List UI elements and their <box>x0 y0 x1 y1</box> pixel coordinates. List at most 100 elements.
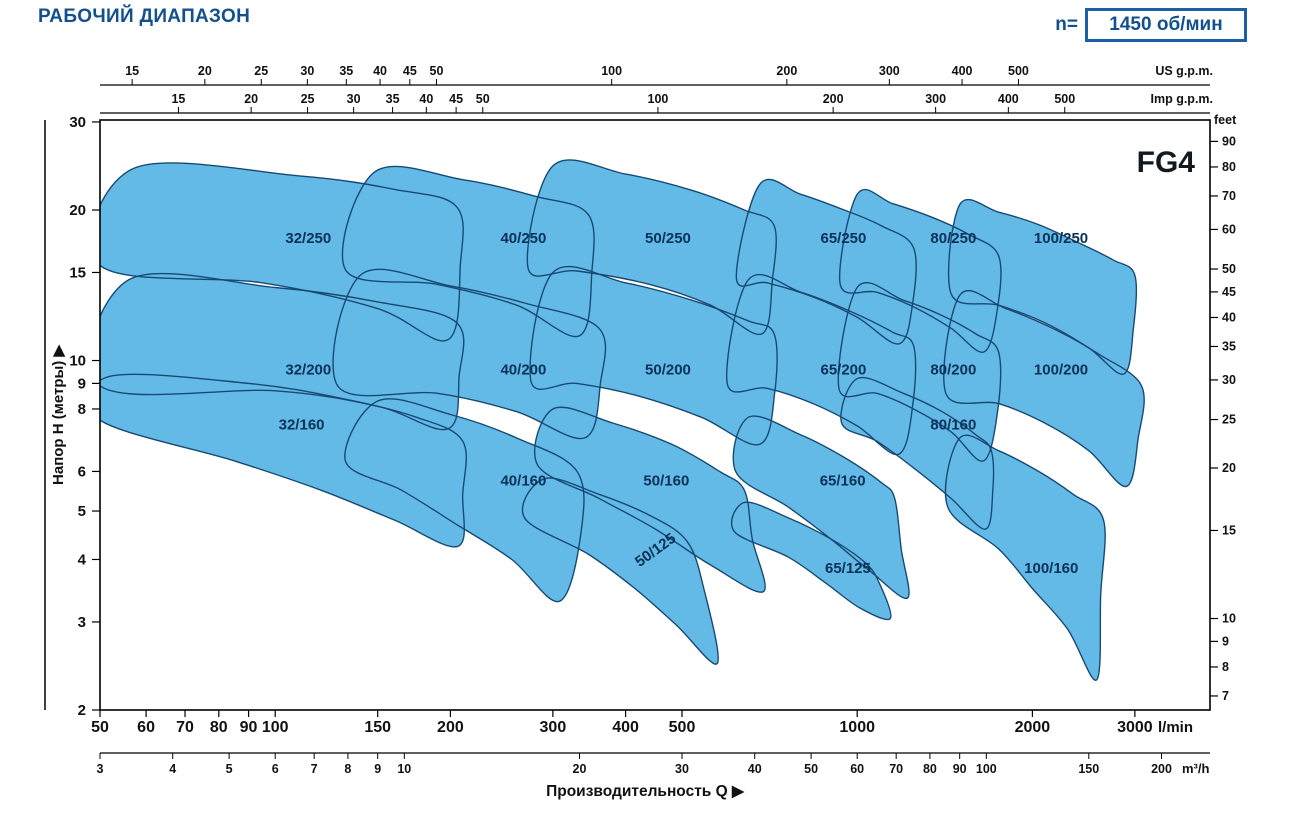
region-label: 32/250 <box>285 230 331 247</box>
region-label: 40/250 <box>500 230 546 247</box>
region-label: 65/200 <box>820 361 866 378</box>
feet-tick-label: 30 <box>1222 373 1236 387</box>
region-label: 32/160 <box>279 416 325 433</box>
region-label: 100/250 <box>1034 230 1088 247</box>
feet-tick-label: 25 <box>1222 413 1236 427</box>
us-gpm-tick-label: 500 <box>1008 64 1029 78</box>
region-50-160 <box>534 407 766 593</box>
m3h-axis-label: m³/h <box>1182 761 1210 776</box>
m3h-tick-label: 80 <box>923 762 937 776</box>
meters-tick-label: 4 <box>78 551 87 568</box>
region-65-200-outline <box>726 273 917 456</box>
lmin-tick-label: 150 <box>364 719 391 736</box>
m3h-tick-label: 50 <box>804 762 818 776</box>
m3h-tick-label: 60 <box>850 762 864 776</box>
meters-tick-label: 8 <box>78 401 86 418</box>
region-label: 50/250 <box>645 230 691 247</box>
region-40-160-outline <box>344 398 585 603</box>
m3h-tick-label: 100 <box>976 762 997 776</box>
region-label: 80/200 <box>930 361 976 378</box>
m3h-tick-label: 90 <box>953 762 967 776</box>
imp-gpm-tick-label: 25 <box>301 92 315 106</box>
region-50-125-outline <box>521 477 719 665</box>
us-gpm-tick-label: 20 <box>198 64 212 78</box>
region-100-250 <box>948 199 1137 375</box>
us-gpm-tick-label: 100 <box>601 64 622 78</box>
region-40-250-outline <box>341 165 595 338</box>
imp-gpm-tick-label: 20 <box>244 92 258 106</box>
region-label: 100/160 <box>1024 560 1078 577</box>
region-40-160 <box>344 398 585 602</box>
imp-gpm-axis-label: Imp g.p.m. <box>1151 92 1214 106</box>
feet-tick-label: 60 <box>1222 222 1236 236</box>
feet-tick-label: 8 <box>1222 660 1229 674</box>
x-axis-title: Производительность Q ▶ <box>546 783 745 800</box>
region-65-250-outline <box>735 178 917 345</box>
lmin-tick-label: 90 <box>240 719 258 736</box>
meters-tick-label: 6 <box>78 463 86 480</box>
lmin-tick-label: 60 <box>137 719 155 736</box>
lmin-tick-label: 100 <box>262 719 289 736</box>
region-label: 40/160 <box>500 472 546 489</box>
region-100-160 <box>945 435 1106 681</box>
m3h-tick-label: 8 <box>344 762 351 776</box>
feet-axis-label: feet <box>1214 113 1237 127</box>
region-100-160-outline <box>944 434 1106 681</box>
m3h-tick-label: 10 <box>397 762 411 776</box>
feet-tick-label: 35 <box>1222 339 1236 353</box>
us-gpm-tick-label: 50 <box>430 64 444 78</box>
region-label: 100/200 <box>1034 361 1088 378</box>
region-65-160 <box>733 416 910 599</box>
imp-gpm-tick-label: 15 <box>171 92 185 106</box>
region-40-250 <box>342 166 595 337</box>
region-40-200-outline <box>332 268 607 440</box>
region-100-200-outline <box>943 289 1145 488</box>
lmin-tick-label: 1000 <box>839 719 875 736</box>
region-label: 65/125 <box>825 560 871 577</box>
imp-gpm-tick-label: 100 <box>648 92 669 106</box>
m3h-tick-label: 30 <box>675 762 689 776</box>
m3h-tick-label: 9 <box>374 762 381 776</box>
region-label: 80/160 <box>930 416 976 433</box>
region-50-160-outline <box>533 406 766 593</box>
m3h-tick-label: 20 <box>573 762 587 776</box>
region-label: 32/200 <box>285 361 331 378</box>
meters-tick-label: 10 <box>69 353 86 370</box>
feet-tick-label: 10 <box>1222 612 1236 626</box>
feet-tick-label: 90 <box>1222 134 1236 148</box>
m3h-tick-label: 5 <box>226 762 233 776</box>
lmin-tick-label: 50 <box>91 719 109 736</box>
m3h-tick-label: 70 <box>889 762 903 776</box>
feet-tick-label: 70 <box>1222 189 1236 203</box>
us-gpm-tick-label: 40 <box>373 64 387 78</box>
m3h-tick-label: 150 <box>1078 762 1099 776</box>
feet-tick-label: 40 <box>1222 310 1236 324</box>
meters-tick-label: 2 <box>78 702 86 719</box>
lmin-tick-label: 2000 <box>1015 719 1051 736</box>
us-gpm-tick-label: 400 <box>952 64 973 78</box>
m3h-tick-label: 3 <box>97 762 104 776</box>
imp-gpm-tick-label: 40 <box>419 92 433 106</box>
lmin-tick-label: 70 <box>176 719 194 736</box>
meters-tick-label: 5 <box>78 503 86 520</box>
us-gpm-axis-label: US g.p.m. <box>1155 64 1213 78</box>
feet-tick-label: 50 <box>1222 262 1236 276</box>
imp-gpm-tick-label: 30 <box>347 92 361 106</box>
lmin-tick-label: 500 <box>669 719 696 736</box>
m3h-tick-label: 200 <box>1151 762 1172 776</box>
regions-fill-layer <box>100 159 1145 681</box>
imp-gpm-tick-label: 500 <box>1054 92 1075 106</box>
region-32-200-outline <box>100 272 465 431</box>
lmin-tick-label: 400 <box>612 719 639 736</box>
lmin-tick-label: 300 <box>540 719 567 736</box>
lmin-tick-label: 3000 <box>1117 719 1153 736</box>
lmin-tick-label: 80 <box>210 719 228 736</box>
speed-indicator: n= 1450 об/мин <box>1055 8 1247 42</box>
speed-prefix: n= <box>1055 14 1078 35</box>
regions-outline-layer <box>100 159 1145 681</box>
region-32-160-outline <box>100 373 467 548</box>
imp-gpm-tick-label: 45 <box>449 92 463 106</box>
lmin-tick-label: 200 <box>437 719 464 736</box>
imp-gpm-tick-label: 50 <box>476 92 490 106</box>
